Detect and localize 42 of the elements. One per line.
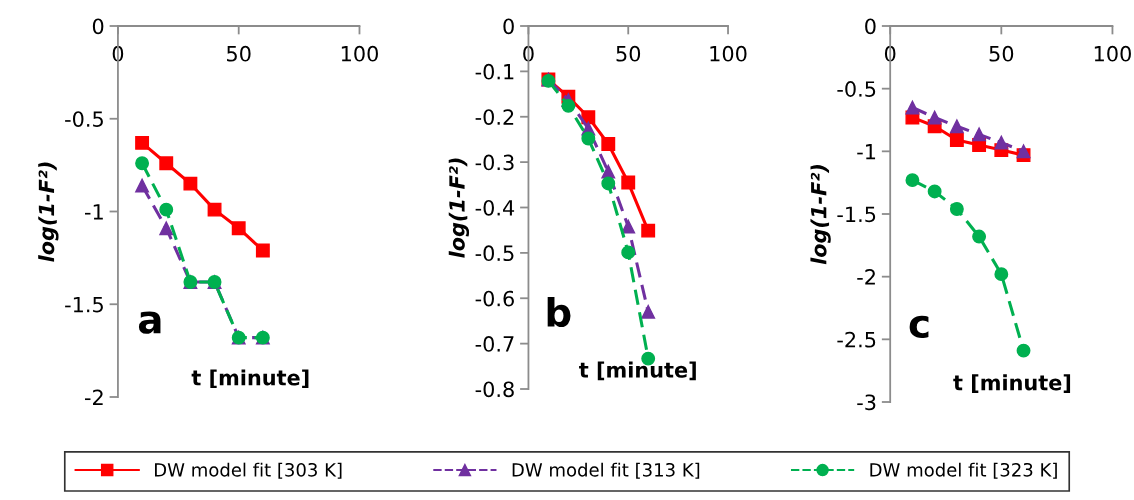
y-axis-title: log(1-F²) bbox=[38, 162, 59, 262]
x-axis-title: t [minute] bbox=[191, 369, 309, 388]
y-tick-label: -0.8 bbox=[475, 381, 514, 398]
x-tick-label: 50 bbox=[616, 45, 641, 62]
x-tick-label: 100 bbox=[341, 45, 378, 62]
annotation: b bbox=[547, 296, 571, 328]
x-tick-label: 50 bbox=[227, 45, 251, 62]
y-tick-label: 0 bbox=[92, 18, 104, 35]
y-tick-label: -0.5 bbox=[475, 245, 514, 262]
y-tick-label: -0.7 bbox=[475, 336, 514, 352]
y-axis-title: log(1-F²) bbox=[448, 158, 470, 258]
y-tick-label: -1 bbox=[857, 144, 876, 160]
y-tick-label: -0.4 bbox=[475, 199, 515, 216]
x-axis-title: t [minute] bbox=[953, 374, 1071, 393]
y-tick-label: -1 bbox=[84, 204, 103, 220]
y-tick-label: -0.1 bbox=[475, 63, 514, 80]
x-tick-label: 0 bbox=[112, 45, 124, 62]
x-tick-label: 0 bbox=[884, 45, 896, 62]
y-tick-label: -0.6 bbox=[475, 290, 514, 307]
y-tick-label: -2.5 bbox=[837, 331, 876, 348]
y-tick-label: -1.5 bbox=[65, 296, 103, 313]
y-tick-label: 0 bbox=[865, 18, 876, 35]
y-tick-label: -3 bbox=[857, 394, 876, 411]
x-axis-title: t [minute] bbox=[579, 361, 696, 381]
legend-label: DW model fit [303 K] bbox=[155, 462, 342, 479]
annotation: c bbox=[909, 315, 929, 339]
legend-label: DW model fit [323 K] bbox=[870, 462, 1057, 479]
x-tick-label: 0 bbox=[523, 45, 534, 62]
annotation: a bbox=[138, 311, 161, 334]
y-tick-label: -1.5 bbox=[837, 206, 876, 223]
x-tick-label: 50 bbox=[989, 45, 1014, 62]
y-tick-label: -2 bbox=[84, 389, 103, 405]
y-tick-label: -0.5 bbox=[837, 81, 876, 97]
y-tick-label: -0.2 bbox=[475, 109, 514, 125]
y-axis-title: log(1-F²) bbox=[810, 164, 831, 265]
y-tick-label: -2 bbox=[857, 269, 875, 285]
y-tick-label: -0.5 bbox=[65, 111, 103, 127]
legend-label: DW model fit [313 K] bbox=[512, 462, 700, 479]
y-tick-label: -0.3 bbox=[475, 154, 514, 171]
x-tick-label: 100 bbox=[1094, 45, 1131, 62]
y-tick-label: 0 bbox=[503, 18, 514, 35]
x-tick-label: 100 bbox=[710, 45, 747, 62]
